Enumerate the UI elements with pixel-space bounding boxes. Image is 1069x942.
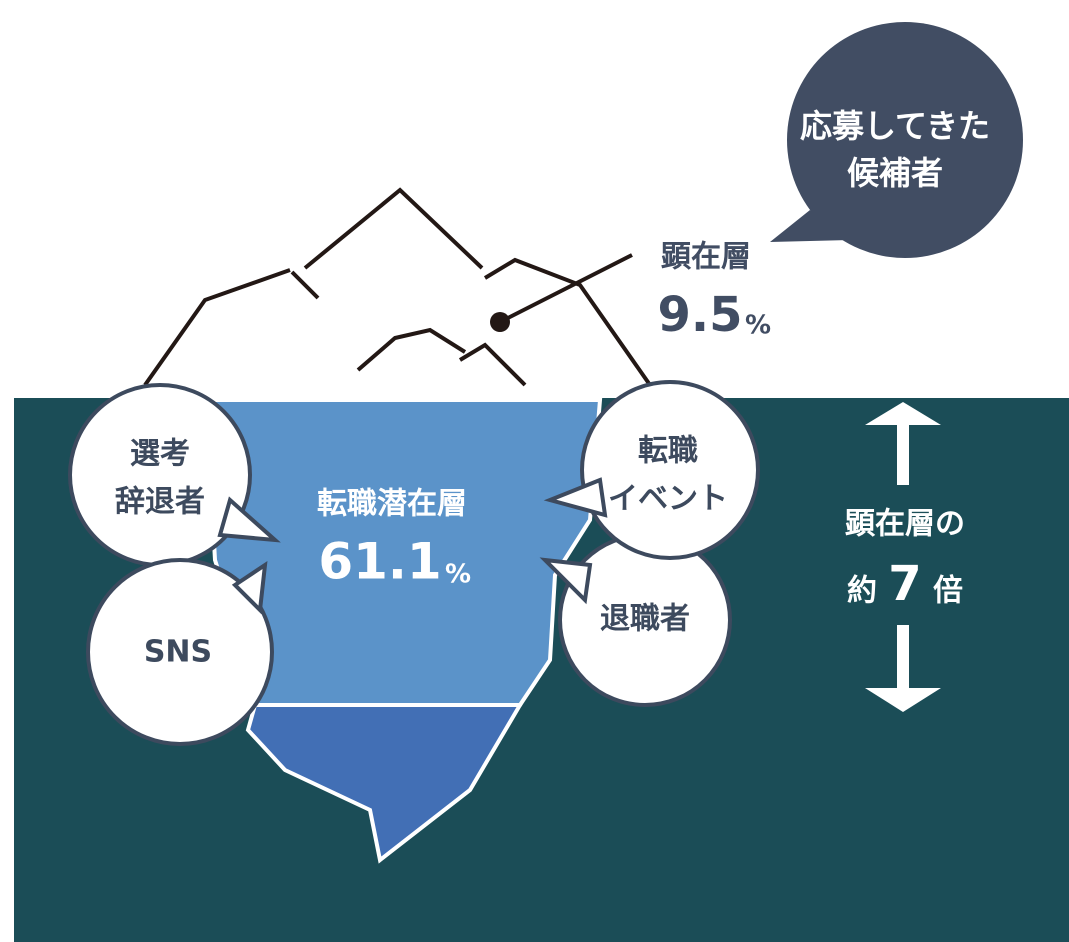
visible-value: 9.5 <box>657 287 742 343</box>
bubble-text: 応募してきた <box>800 107 990 145</box>
ratio-prefix: 約 <box>847 574 877 609</box>
iceberg-tip <box>145 190 650 385</box>
bubble-text: 辞退者 <box>115 485 205 520</box>
latent-unit: % <box>445 560 471 590</box>
candidate-bubble: 応募してきた 候補者 <box>770 22 1023 258</box>
bubble-text: 候補者 <box>847 154 943 192</box>
bubble-text: 退職者 <box>600 602 690 637</box>
latent-value: 61.1 <box>318 533 441 591</box>
latent-label: 転職潜在層 <box>317 487 467 522</box>
page: 応募してきた 候補者 顕在層 9.5 % 転職潜在層 61.1 % 選考 辞退者… <box>0 0 1069 942</box>
bubble-text: 選考 <box>130 437 190 472</box>
ratio-value: 7 <box>888 556 921 612</box>
ratio-label: 顕在層の <box>845 507 965 542</box>
bubble-text: SNS <box>144 635 212 670</box>
pointer-dot <box>490 312 510 332</box>
iceberg-diagram: 応募してきた 候補者 顕在層 9.5 % 転職潜在層 61.1 % 選考 辞退者… <box>0 0 1069 942</box>
ratio-suffix: 倍 <box>933 574 963 609</box>
bubble-text: イベント <box>608 482 728 517</box>
visible-label: 顕在層 <box>661 240 751 275</box>
bubble-text: 転職 <box>638 434 698 469</box>
visible-unit: % <box>745 311 771 341</box>
